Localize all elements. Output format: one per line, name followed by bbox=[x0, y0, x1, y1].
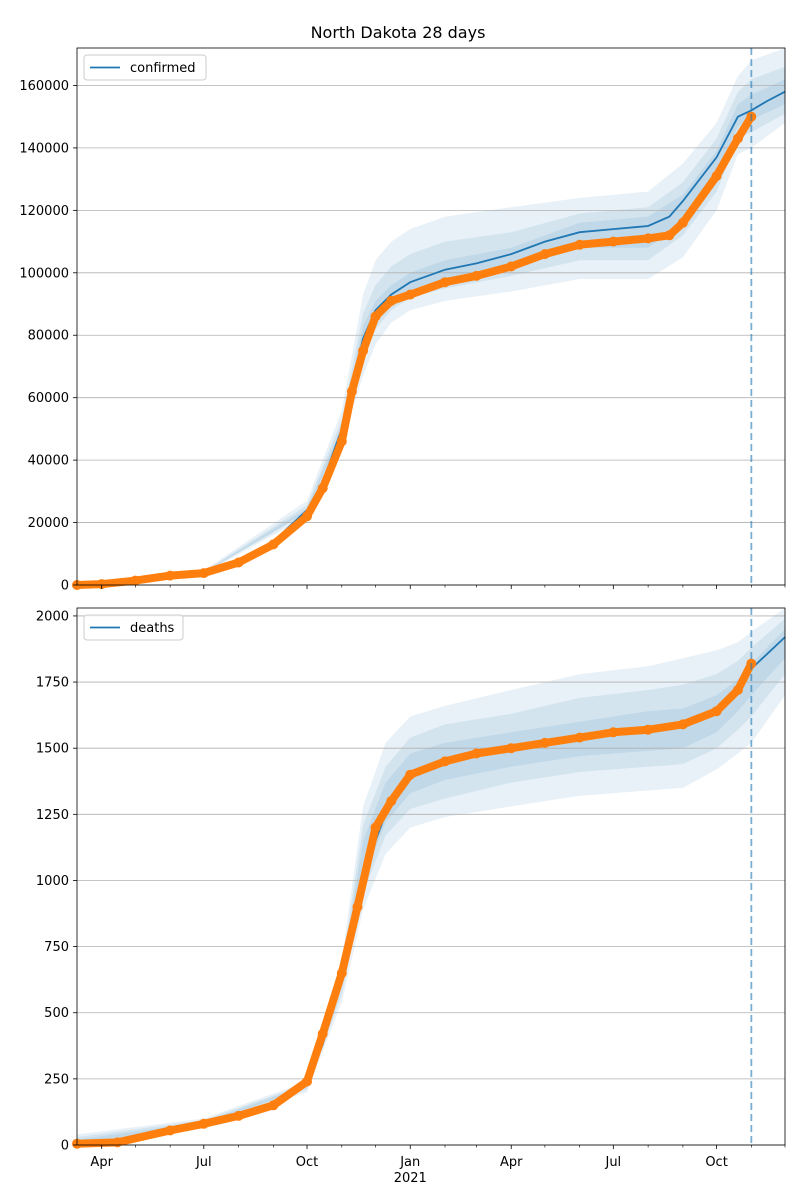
observed-point bbox=[317, 1028, 328, 1039]
observed-point bbox=[711, 171, 722, 181]
observed-point bbox=[317, 483, 328, 494]
observed-point bbox=[643, 233, 654, 244]
observed-point bbox=[346, 386, 357, 397]
observed-point bbox=[440, 277, 450, 288]
observed-point bbox=[574, 239, 585, 250]
observed-point bbox=[302, 511, 312, 522]
legend-box bbox=[83, 614, 184, 641]
y-tick-label: 120000 bbox=[19, 204, 69, 219]
observed-point bbox=[711, 706, 722, 717]
observed-point bbox=[165, 1125, 176, 1136]
observed-point bbox=[608, 236, 619, 247]
observed-point bbox=[198, 568, 209, 579]
x-tick-label: Apr bbox=[90, 1155, 113, 1170]
y-tick-label: 0 bbox=[61, 1139, 69, 1154]
deaths-legend: deaths bbox=[83, 614, 184, 641]
confirmed-series bbox=[72, 90, 786, 590]
y-tick-label: 0 bbox=[61, 579, 69, 594]
observed-point bbox=[370, 311, 381, 322]
observed-point bbox=[358, 345, 369, 356]
x-tick-label: Jul bbox=[604, 1155, 621, 1170]
observed-point bbox=[677, 719, 688, 730]
observed-point bbox=[112, 1137, 123, 1148]
y-tick-label: 1750 bbox=[36, 676, 69, 691]
y-tick-label: 20000 bbox=[28, 516, 69, 531]
uncertainty-band-2 bbox=[77, 618, 785, 1145]
y-tick-label: 160000 bbox=[19, 79, 69, 94]
y-tick-label: 250 bbox=[44, 1072, 69, 1087]
y-tick-label: 750 bbox=[44, 940, 69, 955]
observed-point bbox=[471, 748, 482, 759]
observed-point bbox=[440, 756, 450, 767]
y-tick-label: 2000 bbox=[36, 609, 69, 624]
deaths-axes: 0 250 500 750 1000 1250 1500 1750 2000 Apr Jul Oct J… bbox=[36, 607, 786, 1186]
x-tick-label: Jan bbox=[399, 1155, 420, 1170]
deaths-uncertainty-bands bbox=[77, 608, 785, 1145]
y-tick-label: 40000 bbox=[28, 454, 69, 469]
confirmed-axes: 0 20000 40000 60000 80000 100000 120000 140000 1… bbox=[19, 47, 786, 594]
observed-point bbox=[608, 727, 619, 738]
observed-point bbox=[96, 579, 107, 590]
y-tick-label: 1000 bbox=[36, 874, 69, 889]
y-tick-label: 60000 bbox=[28, 391, 69, 406]
observed-point bbox=[539, 737, 550, 748]
x-tick-label: Jul bbox=[195, 1155, 212, 1170]
observed-point bbox=[352, 901, 363, 912]
x-tick-label: Oct bbox=[296, 1155, 318, 1170]
legend-label-confirmed: confirmed bbox=[130, 61, 196, 76]
observed-point bbox=[506, 743, 517, 754]
observed-point bbox=[677, 217, 688, 228]
observed-data bbox=[73, 659, 756, 1148]
observed-point bbox=[336, 968, 347, 979]
y-tick-label: 80000 bbox=[28, 329, 69, 344]
observed-point bbox=[574, 732, 585, 743]
observed-point bbox=[233, 1110, 244, 1121]
confirmed-legend: confirmed bbox=[83, 54, 207, 81]
uncertainty-band-1 bbox=[77, 608, 785, 1145]
x-tick-sublabel: 2021 bbox=[394, 1171, 427, 1186]
y-tick-label: 1500 bbox=[36, 742, 69, 757]
observed-point bbox=[268, 539, 279, 550]
observed-point bbox=[268, 1100, 279, 1111]
x-tick-label: Apr bbox=[500, 1155, 523, 1170]
legend-box bbox=[83, 54, 207, 81]
observed-point bbox=[302, 1076, 312, 1087]
observed-point bbox=[233, 557, 244, 568]
observed-point bbox=[539, 249, 550, 260]
confirmed-panel: 0 20000 40000 60000 80000 100000 120000 140000 1… bbox=[19, 47, 786, 594]
observed-point bbox=[386, 796, 397, 807]
observed-point bbox=[386, 295, 397, 306]
y-tick-label: 1250 bbox=[36, 808, 69, 823]
observed-point bbox=[370, 822, 381, 833]
chart-title: North Dakota 28 days bbox=[311, 23, 486, 42]
observed-point bbox=[198, 1118, 209, 1129]
observed-point bbox=[471, 270, 482, 281]
observed-point bbox=[732, 685, 743, 695]
observed-point bbox=[130, 575, 141, 586]
observed-point bbox=[405, 769, 416, 780]
observed-point bbox=[732, 133, 743, 144]
observed-point bbox=[405, 289, 416, 300]
deaths-panel: 0 250 500 750 1000 1250 1500 1750 2000 Apr Jul Oct J… bbox=[36, 607, 786, 1186]
deaths-series bbox=[72, 636, 786, 1149]
y-tick-label: 140000 bbox=[19, 141, 69, 156]
observed-point bbox=[165, 570, 176, 581]
observed-point bbox=[643, 724, 654, 735]
y-tick-label: 100000 bbox=[19, 266, 69, 281]
x-tick-label: Oct bbox=[705, 1155, 727, 1170]
y-tick-label: 500 bbox=[44, 1006, 69, 1021]
plot-frame bbox=[76, 607, 786, 1146]
legend-label-deaths: deaths bbox=[130, 621, 175, 636]
plot-frame bbox=[76, 47, 786, 586]
observed-point bbox=[664, 230, 675, 241]
observed-point bbox=[336, 436, 347, 447]
observed-point bbox=[506, 261, 517, 272]
